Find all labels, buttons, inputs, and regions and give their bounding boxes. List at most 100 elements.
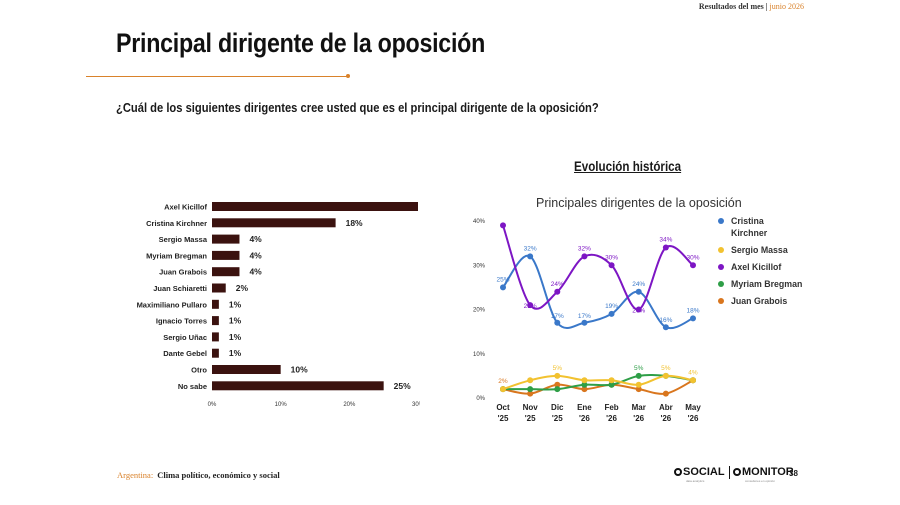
bar-category-label: Otro [191, 366, 207, 375]
survey-question: ¿Cuál de los siguientes dirigentes cree … [116, 100, 599, 115]
series-point [554, 319, 561, 326]
bar [212, 365, 281, 374]
series-point [554, 372, 561, 379]
title-underline [86, 76, 348, 77]
bar-category-label: Juan Grabois [159, 268, 207, 277]
data-point-label: 34% [659, 237, 672, 244]
legend-marker [718, 218, 724, 224]
series-point [581, 381, 588, 388]
series-point [608, 377, 615, 384]
data-point-label: 18% [686, 307, 699, 314]
series-point [581, 319, 588, 326]
legend-label: Myriam Bregman [731, 279, 802, 289]
page-title: Principal dirigente de la oposición [116, 28, 486, 58]
series-point [635, 288, 642, 295]
legend-marker [718, 298, 724, 304]
series-point [635, 381, 642, 388]
bar [212, 234, 240, 244]
legend-label: Axel Kicillof [731, 262, 781, 272]
legend-label: Kirchner [731, 228, 768, 238]
series-point [662, 372, 669, 379]
line-x-tick-label: '26 [606, 414, 617, 423]
line-y-tick-label: 20% [473, 308, 486, 314]
legend-marker [718, 281, 724, 287]
bar-value-label: 1% [229, 332, 242, 342]
series-point [527, 377, 534, 384]
data-point-label: 5% [661, 365, 671, 372]
line-x-tick-label: '25 [552, 414, 563, 423]
data-point-label: 30% [686, 254, 699, 261]
bar [212, 299, 219, 309]
data-point-label: 21% [524, 303, 537, 310]
legend-marker [718, 247, 724, 253]
monitor-logo-subtitle: consultores en opinión [745, 479, 776, 483]
series-point [662, 324, 669, 331]
bar [212, 202, 418, 211]
bar-value-label: 25% [394, 381, 411, 391]
line-x-tick-label: '26 [579, 414, 590, 423]
series-point [527, 386, 534, 393]
data-point-label: 30% [605, 254, 618, 261]
title-underline-dot [346, 74, 350, 78]
monitor-logo: MONITOR [733, 466, 794, 478]
data-point-label: 25% [496, 276, 509, 283]
line-chart: Principales dirigentes de la oposición 0%… [473, 196, 802, 423]
line-x-tick-label: Feb [604, 403, 618, 412]
monitor-logo-mark [733, 468, 741, 476]
bar [212, 267, 240, 277]
legend-marker [718, 264, 724, 270]
data-point-label: 24% [632, 281, 645, 288]
logo-separator [729, 466, 730, 479]
bar-category-label: Myriam Bregman [146, 251, 207, 260]
bar-x-tick-label: 20% [343, 402, 356, 408]
data-point-label: 20% [632, 308, 645, 315]
line-y-tick-label: 0% [476, 396, 485, 402]
legend-label: Cristina [731, 216, 764, 226]
report-period: junio 2026 [769, 2, 804, 11]
line-x-tick-label: May [685, 403, 701, 412]
series-point [554, 386, 561, 393]
line-x-tick-label: '25 [525, 414, 536, 423]
line-y-tick-label: 40% [473, 219, 486, 225]
bar-x-tick-label: 30% [412, 402, 420, 408]
bar-category-label: No sabe [178, 382, 207, 391]
series-point [662, 244, 669, 251]
data-point-label: 4% [688, 369, 698, 376]
bar-category-label: Maximiliano Pullaro [137, 300, 208, 309]
bar [212, 348, 219, 358]
data-point-label: 16% [659, 317, 672, 324]
bar [212, 283, 226, 293]
series-point [581, 253, 588, 260]
data-point-label: 32% [578, 245, 591, 252]
bar-category-label: Sergio Massa [159, 235, 208, 244]
report-header: Resultados del mes | junio 2026 [699, 2, 804, 11]
series-point [554, 381, 561, 388]
bar [212, 218, 336, 228]
bar [212, 316, 219, 326]
bar-category-label: Ignacio Torres [156, 317, 207, 326]
data-point-label: 17% [578, 313, 591, 320]
line-x-tick-label: '26 [660, 414, 671, 423]
series-point [690, 377, 696, 384]
page-number: 38 [789, 469, 798, 478]
series-point [554, 288, 561, 295]
series-point [500, 284, 506, 291]
social-logo-subtitle: data analytics [686, 479, 705, 483]
footer-topic: Clima político, económico y social [157, 470, 280, 480]
bar-category-label: Cristina Kirchner [146, 219, 207, 228]
data-point-label: 19% [605, 303, 618, 310]
series-point [662, 390, 669, 397]
bar-chart: Axel Kicillof 30% Cristina Kirchner 18% Serg… [137, 202, 420, 408]
bar-value-label: 4% [249, 234, 262, 244]
series-point [581, 386, 588, 393]
line-x-tick-label: '26 [688, 414, 699, 423]
bar-value-label: 4% [249, 267, 262, 277]
line-x-tick-label: Abr [659, 403, 673, 412]
bar-x-tick-label: 10% [275, 402, 288, 408]
report-section: Resultados del mes [698, 2, 764, 11]
series-point [635, 372, 642, 379]
monitor-logo-text: MONITOR [742, 466, 794, 478]
data-point-label: 5% [553, 365, 563, 372]
footer-caption: Argentina: Clima político, económico y so… [117, 470, 280, 480]
bar-category-label: Dante Gebel [163, 349, 207, 358]
